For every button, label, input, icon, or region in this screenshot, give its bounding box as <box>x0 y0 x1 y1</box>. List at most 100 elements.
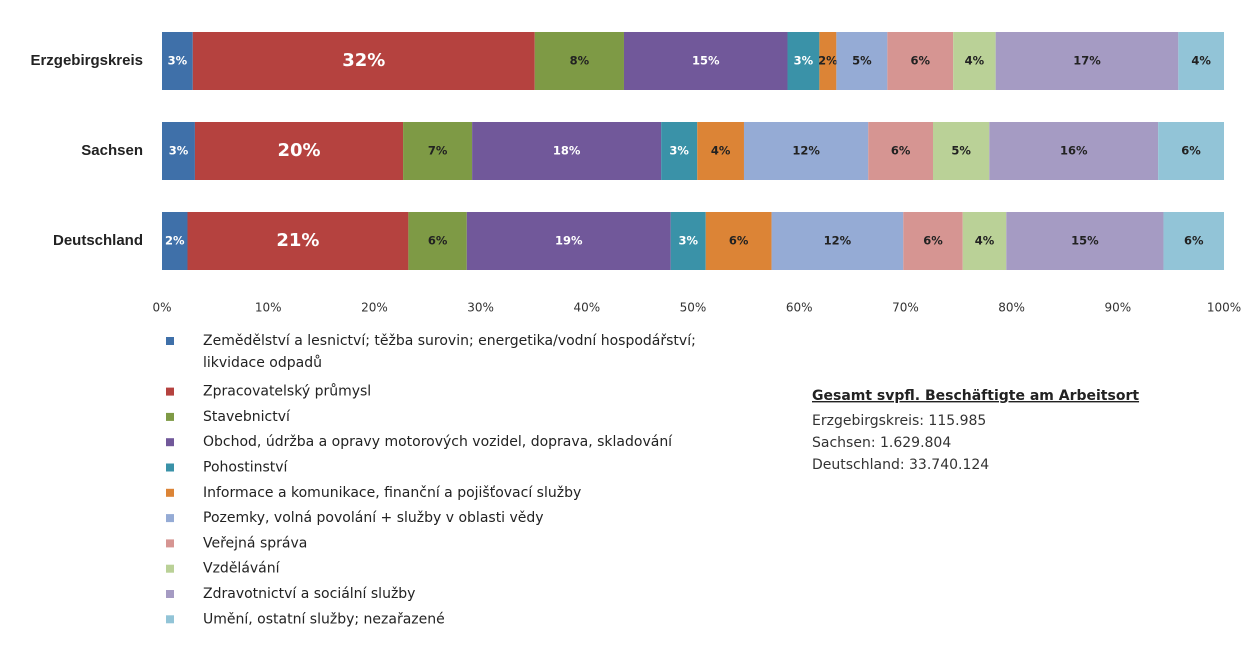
bar-segment <box>162 122 195 180</box>
bar-segment <box>670 212 706 270</box>
value-label: 6% <box>1184 234 1204 248</box>
x-tick-label: 50% <box>680 301 707 315</box>
bar-segment <box>187 212 409 270</box>
value-label: 18% <box>553 144 581 158</box>
bar-segment <box>162 32 193 90</box>
bar-segment <box>1006 212 1164 270</box>
legend-label: Pohostinství <box>203 460 289 476</box>
legend-label: Umění, ostatní služby; nezařazené <box>203 611 445 627</box>
annotation-line: Deutschland: 33.740.124 <box>812 457 989 473</box>
value-label: 12% <box>792 144 820 158</box>
bar-segment <box>705 212 772 270</box>
annotation-line: Erzgebirgskreis: 115.985 <box>812 413 986 429</box>
legend-marker <box>166 412 174 421</box>
value-label: 15% <box>1071 234 1099 248</box>
legend-marker <box>166 337 174 345</box>
bar-segment <box>995 32 1179 90</box>
x-tick-label: 0% <box>152 301 171 315</box>
bar-segment <box>743 122 869 180</box>
bar-segment <box>697 122 744 180</box>
value-label: 16% <box>1060 144 1088 158</box>
category-label: Erzgebirgskreis <box>30 52 143 69</box>
x-tick-label: 80% <box>998 301 1025 315</box>
legend-label: Zpracovatelský průmysl <box>203 384 371 400</box>
legend-label: Stavebnictví <box>203 409 291 425</box>
category-label: Sachsen <box>81 142 143 159</box>
x-tick-label: 40% <box>573 301 600 315</box>
legend-marker <box>166 438 174 447</box>
value-label: 12% <box>824 234 852 248</box>
value-label: 4% <box>1191 54 1211 68</box>
legend-label: Veřejná správa <box>203 535 307 551</box>
bar-segment <box>623 32 788 90</box>
bar-segment <box>661 122 698 180</box>
annotation-line: Sachsen: 1.629.804 <box>812 435 951 451</box>
legend-label: Informace a komunikace, finanční a pojiš… <box>203 485 581 501</box>
legend-line: Zemědělství a lesnictví; těžba surovin; … <box>203 333 696 349</box>
value-label: 6% <box>911 54 931 68</box>
bar-segment <box>408 212 467 270</box>
value-label: 5% <box>951 144 971 158</box>
legend-marker <box>166 387 174 396</box>
x-tick-label: 70% <box>892 301 919 315</box>
category-label: Deutschland <box>53 232 143 249</box>
legend-line: likvidace odpadů <box>203 355 322 371</box>
bar-segment <box>953 32 996 90</box>
bar-segment <box>962 212 1007 270</box>
bar-segment <box>787 32 820 90</box>
bar-segment <box>819 32 837 90</box>
legend-marker <box>166 590 174 598</box>
legend-marker <box>166 514 174 523</box>
legend-label: Zemědělství a lesnictví; těžba surovin; … <box>203 333 696 371</box>
legend-marker <box>166 488 174 497</box>
value-label: 19% <box>555 234 583 248</box>
bar-segment <box>989 122 1159 180</box>
value-label: 3% <box>168 54 188 68</box>
legend-marker <box>166 463 174 472</box>
value-label: 3% <box>794 54 814 68</box>
value-label: 4% <box>965 54 985 68</box>
x-tick-label: 20% <box>361 301 388 315</box>
bar-segment <box>903 212 963 270</box>
value-label: 5% <box>852 54 872 68</box>
value-label: 6% <box>1181 144 1201 158</box>
value-label: 6% <box>729 234 749 248</box>
x-tick-label: 10% <box>255 301 282 315</box>
value-label: 32% <box>342 50 385 71</box>
bar-segment <box>933 122 990 180</box>
value-label: 6% <box>923 234 943 248</box>
value-label: 21% <box>276 230 319 251</box>
value-label: 20% <box>277 140 320 161</box>
bar-segment <box>192 32 535 90</box>
value-label: 8% <box>570 54 590 68</box>
value-label: 15% <box>692 54 720 68</box>
legend-label: Vzdělávání <box>203 561 281 577</box>
bar-segment <box>534 32 624 90</box>
bar-segment <box>466 212 671 270</box>
value-label: 4% <box>975 234 995 248</box>
x-tick-label: 60% <box>786 301 813 315</box>
value-label: 3% <box>678 234 698 248</box>
annotation-title: Gesamt svpfl. Beschäftigte am Arbeitsort <box>812 388 1139 404</box>
bar-segment <box>162 212 188 270</box>
bar-segment <box>194 122 404 180</box>
legend-marker <box>166 564 174 573</box>
x-tick-label: 100% <box>1207 301 1241 315</box>
bar-segment <box>771 212 904 270</box>
value-label: 7% <box>428 144 448 158</box>
legend-label: Zdravotnictví a sociální služby <box>203 586 415 602</box>
x-tick-label: 30% <box>467 301 494 315</box>
bar-segment <box>472 122 662 180</box>
bar-segment <box>1158 122 1224 180</box>
x-tick-label: 90% <box>1104 301 1131 315</box>
bar-segment <box>403 122 473 180</box>
value-label: 4% <box>711 144 731 158</box>
value-label: 17% <box>1073 54 1101 68</box>
bar-segment <box>836 32 888 90</box>
value-label: 2% <box>165 234 185 248</box>
legend-marker <box>166 539 174 548</box>
bar-segment <box>1178 32 1224 90</box>
value-label: 3% <box>669 144 689 158</box>
value-label: 6% <box>891 144 911 158</box>
